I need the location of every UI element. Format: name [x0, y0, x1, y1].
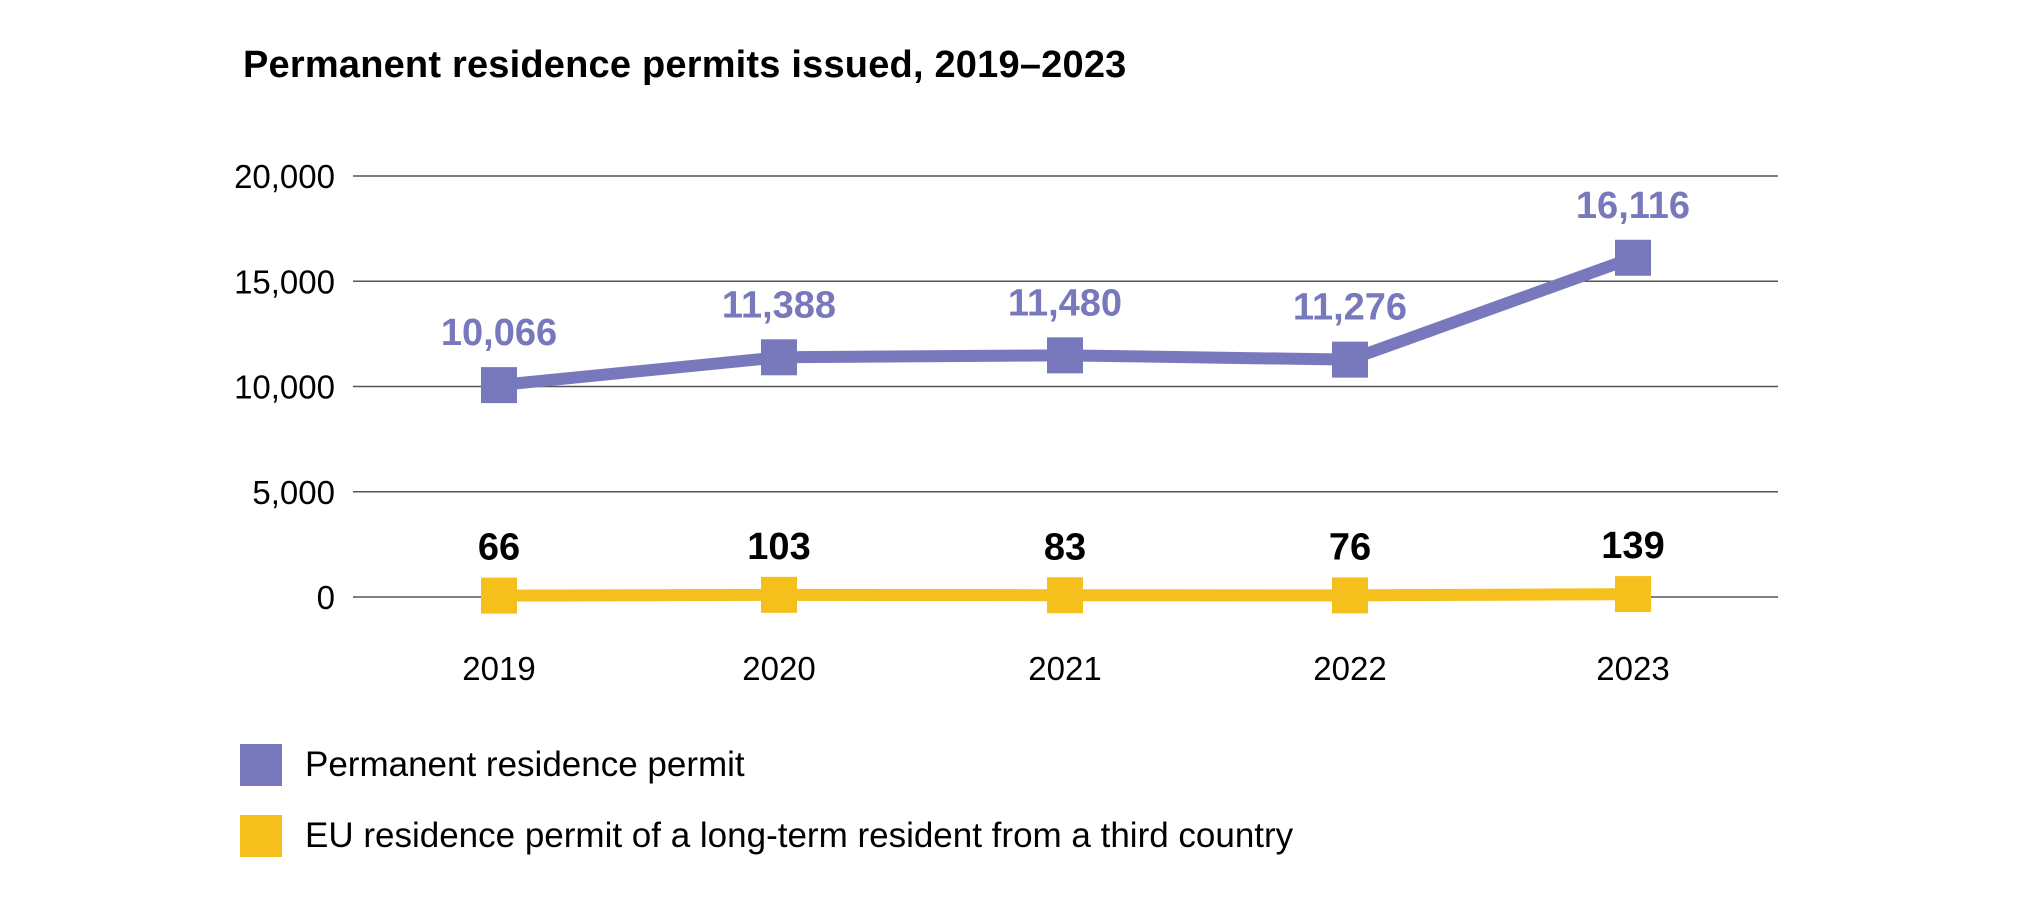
legend-swatch-yellow: [240, 815, 282, 857]
y-tick-label: 0: [317, 579, 335, 616]
legend-item-permanent: Permanent residence permit: [240, 744, 1293, 786]
data-point-marker: [1615, 576, 1651, 613]
data-point-marker: [1332, 577, 1368, 614]
data-point-marker: [1047, 337, 1083, 374]
legend: Permanent residence permit EU residence …: [240, 744, 1293, 886]
data-point-marker: [1615, 239, 1651, 276]
data-label: 83: [1044, 526, 1086, 568]
x-axis-tick-labels: 2019 2020 2021 2022 2023: [462, 650, 1669, 687]
x-tick-label: 2022: [1313, 650, 1386, 687]
series-lines: [481, 239, 1651, 614]
data-label: 16,116: [1576, 185, 1690, 227]
y-tick-label: 10,000: [234, 369, 335, 406]
x-tick-label: 2021: [1028, 650, 1101, 687]
data-point-marker: [481, 577, 517, 614]
x-tick-label: 2020: [742, 650, 815, 687]
data-label: 10,066: [441, 312, 557, 354]
x-tick-label: 2023: [1596, 650, 1669, 687]
y-axis-tick-labels: 0 5,000 10,000 15,000 20,000: [234, 158, 335, 616]
y-tick-label: 5,000: [252, 474, 335, 511]
data-point-marker: [481, 367, 517, 404]
y-tick-label: 15,000: [234, 263, 335, 300]
data-label: 103: [747, 526, 810, 568]
x-tick-label: 2019: [462, 650, 535, 687]
data-label: 11,388: [722, 284, 836, 326]
data-label: 66: [478, 527, 520, 569]
data-point-marker: [761, 339, 797, 376]
legend-item-eu-long-term: EU residence permit of a long-term resid…: [240, 815, 1293, 857]
y-tick-label: 20,000: [234, 158, 335, 195]
data-point-marker: [1047, 577, 1083, 614]
data-label: 76: [1329, 526, 1371, 568]
data-point-marker: [761, 576, 797, 613]
data-label: 11,276: [1293, 287, 1407, 329]
data-label: 139: [1601, 525, 1664, 567]
data-label: 11,480: [1008, 282, 1122, 324]
legend-label: EU residence permit of a long-term resid…: [305, 816, 1294, 855]
legend-label: Permanent residence permit: [305, 745, 745, 784]
data-point-marker: [1332, 341, 1368, 378]
legend-swatch-purple: [240, 744, 282, 786]
chart-title: Permanent residence permits issued, 2019…: [243, 44, 1127, 86]
data-labels: 10,066 11,388 11,480 11,276 16,116 66 103 83 76 1…: [441, 185, 1690, 569]
